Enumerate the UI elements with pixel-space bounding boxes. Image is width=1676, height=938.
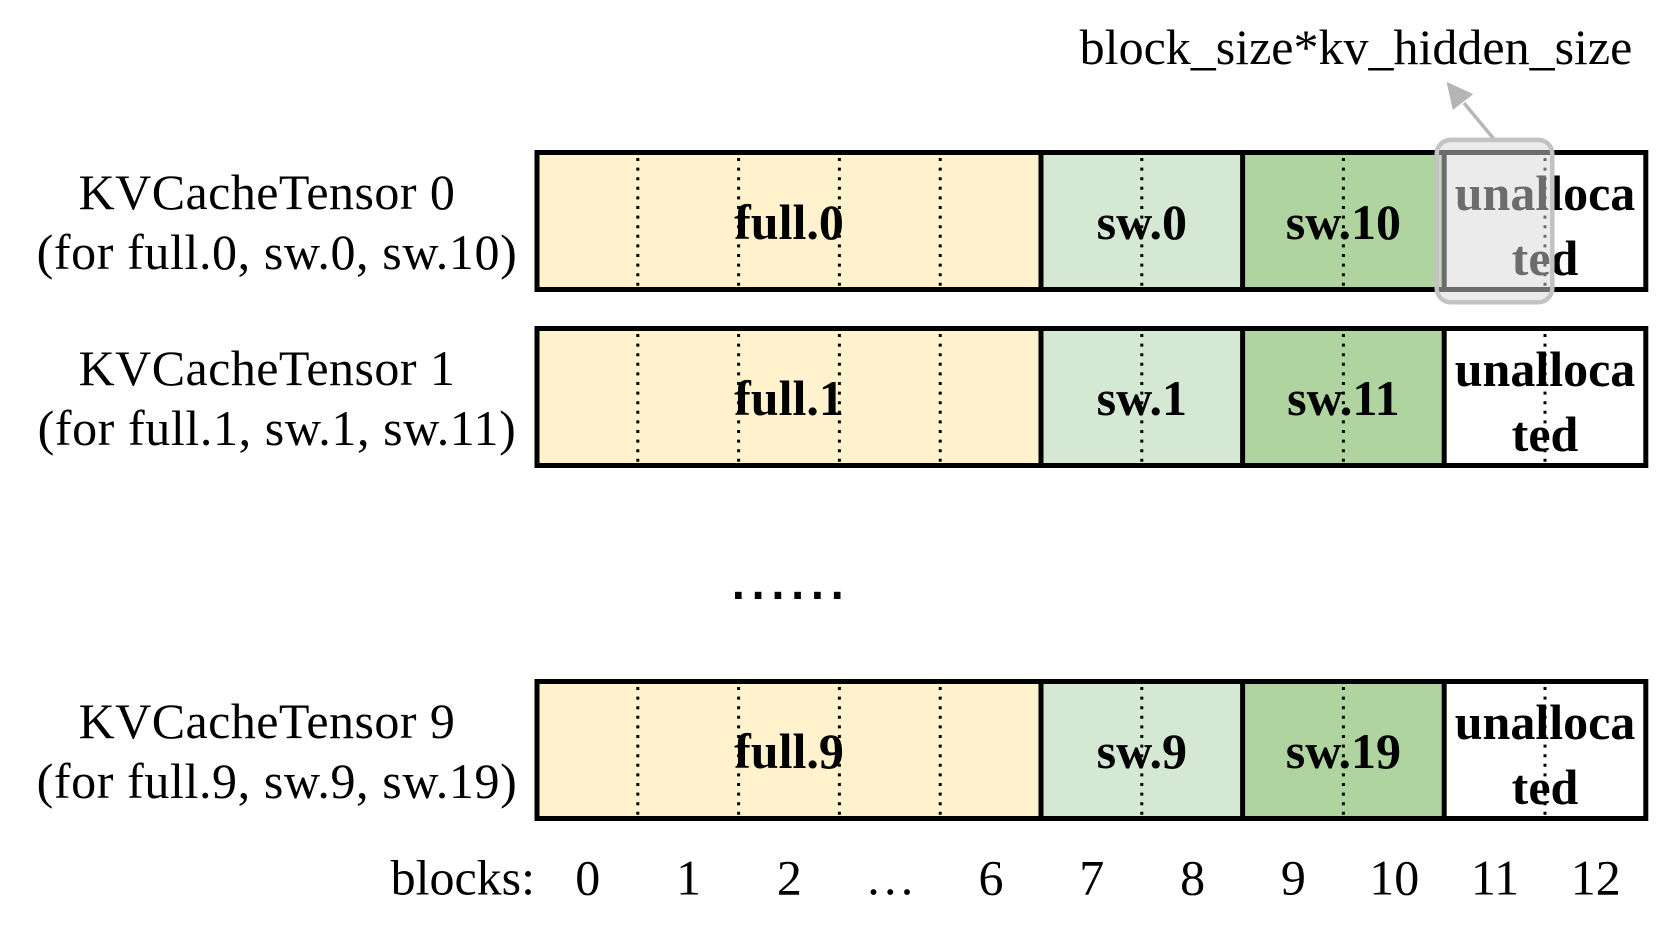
svg-text:unalloca: unalloca bbox=[1455, 341, 1636, 397]
svg-text:2: 2 bbox=[777, 850, 802, 906]
svg-text:KVCacheTensor 1: KVCacheTensor 1 bbox=[79, 340, 456, 396]
svg-text:sw.10: sw.10 bbox=[1286, 194, 1401, 250]
svg-text:1: 1 bbox=[676, 850, 701, 906]
svg-text:sw.0: sw.0 bbox=[1097, 194, 1187, 250]
svg-text:12: 12 bbox=[1571, 850, 1621, 906]
svg-text:full.0: full.0 bbox=[734, 194, 844, 250]
svg-text:sw.11: sw.11 bbox=[1287, 370, 1400, 426]
svg-text:blocks:: blocks: bbox=[391, 850, 535, 906]
svg-text:unalloca: unalloca bbox=[1455, 694, 1636, 750]
svg-text:8: 8 bbox=[1180, 850, 1205, 906]
svg-text:0: 0 bbox=[575, 850, 600, 906]
svg-text:KVCacheTensor 9: KVCacheTensor 9 bbox=[79, 693, 456, 749]
svg-text:full.1: full.1 bbox=[734, 370, 844, 426]
svg-text:9: 9 bbox=[1281, 850, 1306, 906]
svg-text:sw.1: sw.1 bbox=[1097, 370, 1187, 426]
svg-text:(for full.9, sw.9, sw.19): (for full.9, sw.9, sw.19) bbox=[37, 753, 518, 809]
svg-text:sw.9: sw.9 bbox=[1097, 723, 1187, 779]
svg-text:ted: ted bbox=[1512, 759, 1579, 815]
svg-text:full.9: full.9 bbox=[734, 723, 844, 779]
svg-text:6: 6 bbox=[979, 850, 1004, 906]
svg-text:ted: ted bbox=[1512, 406, 1579, 462]
svg-text:KVCacheTensor 0: KVCacheTensor 0 bbox=[79, 164, 456, 220]
svg-text:11: 11 bbox=[1471, 850, 1519, 906]
svg-text:(for full.1, sw.1, sw.11): (for full.1, sw.1, sw.11) bbox=[38, 400, 517, 456]
svg-text:block_size*kv_hidden_size: block_size*kv_hidden_size bbox=[1080, 19, 1633, 75]
svg-text:7: 7 bbox=[1079, 850, 1104, 906]
svg-text:…: … bbox=[865, 850, 915, 906]
svg-text:(for full.0, sw.0, sw.10): (for full.0, sw.0, sw.10) bbox=[37, 224, 518, 280]
svg-text:10: 10 bbox=[1369, 850, 1419, 906]
svg-text:sw.19: sw.19 bbox=[1286, 723, 1401, 779]
